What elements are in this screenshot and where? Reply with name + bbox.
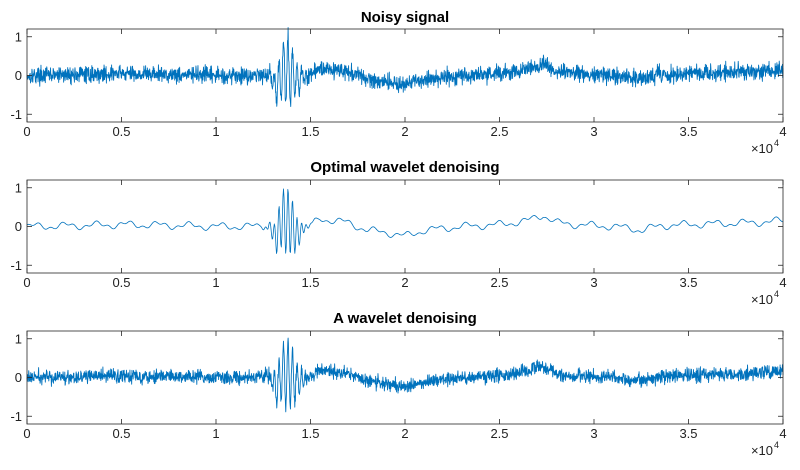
x-tick-label: 2.5 [490, 124, 508, 139]
signal-line [26, 337, 784, 413]
subplot-2: Optimal wavelet denoising 0 0.5 1 1.5 2 2.5 3 3.… [10, 159, 786, 307]
chart-title: A wavelet denoising [333, 310, 477, 327]
x-tick-label: 0.5 [112, 275, 130, 290]
x-multiplier-exponent: 4 [774, 138, 779, 148]
x-tick-label: 1.5 [301, 124, 319, 139]
x-tick-label: 0 [23, 426, 30, 441]
x-tick-label: 0.5 [112, 426, 130, 441]
x-tick-label: 2 [401, 426, 408, 441]
x-tick-label: 2 [401, 275, 408, 290]
x-tick-label: 0 [23, 124, 30, 139]
y-tick-label: 1 [15, 29, 22, 44]
y-tick-label: -1 [10, 107, 22, 122]
y-tick-label: 0 [15, 68, 22, 83]
x-tick-label: 2 [401, 124, 408, 139]
x-multiplier: ×10 [751, 141, 773, 156]
x-tick-label: 1.5 [301, 275, 319, 290]
chart-title: Optimal wavelet denoising [310, 159, 499, 176]
x-tick-label: 3 [590, 275, 597, 290]
signal-line [26, 27, 784, 107]
x-tick-label: 0 [23, 275, 30, 290]
y-tick-label: -1 [10, 258, 22, 273]
x-tick-label: 1 [212, 426, 219, 441]
x-tick-label: 0.5 [112, 124, 130, 139]
y-tick-label: -1 [10, 409, 22, 424]
x-tick-label: 3.5 [679, 124, 697, 139]
x-tick-label: 4 [779, 124, 786, 139]
signal-line [26, 188, 784, 254]
x-tick-label: 1 [212, 275, 219, 290]
x-multiplier-exponent: 4 [774, 289, 779, 299]
x-tick-label: 4 [779, 426, 786, 441]
x-multiplier: ×10 [751, 292, 773, 307]
x-tick-label: 4 [779, 275, 786, 290]
x-multiplier-exponent: 4 [774, 440, 779, 450]
y-tick-label: 1 [15, 331, 22, 346]
x-tick-label: 3.5 [679, 275, 697, 290]
y-tick-label: 1 [15, 180, 22, 195]
x-tick-label: 3 [590, 426, 597, 441]
y-tick-label: 0 [15, 219, 22, 234]
chart-title: Noisy signal [361, 9, 449, 26]
x-tick-label: 2.5 [490, 426, 508, 441]
y-tick-label: 0 [15, 370, 22, 385]
x-tick-label: 3.5 [679, 426, 697, 441]
x-tick-label: 1.5 [301, 426, 319, 441]
x-tick-label: 3 [590, 124, 597, 139]
x-tick-label: 2.5 [490, 275, 508, 290]
x-tick-label: 1 [212, 124, 219, 139]
x-multiplier: ×10 [751, 443, 773, 458]
